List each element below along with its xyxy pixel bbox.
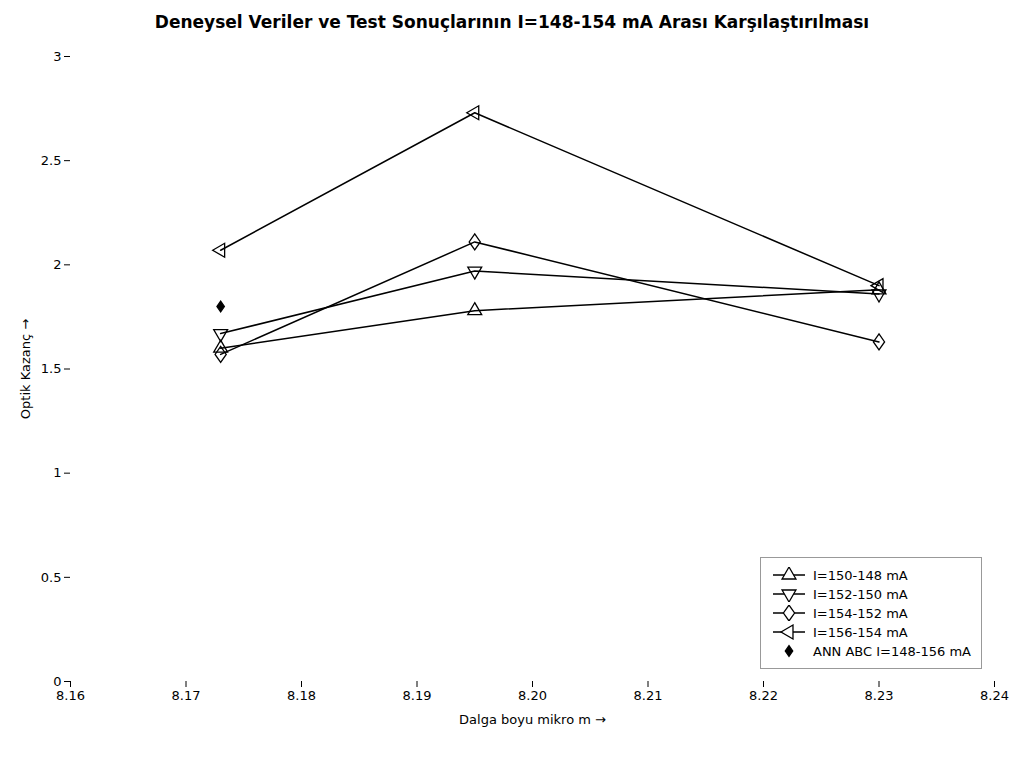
svg-text:8.23: 8.23 xyxy=(865,688,894,703)
svg-text:Dalga boyu mikro m →: Dalga boyu mikro m → xyxy=(459,712,606,727)
html-text:ANN ABC I=148-156 mA: ANN ABC I=148-156 mA xyxy=(813,643,971,659)
html-text:I=154-152 mA: I=154-152 mA xyxy=(813,605,908,621)
html-text:Deneysel Veriler ve Test Sonuç: Deneysel Veriler ve Test Sonuçlarının I=… xyxy=(154,12,870,32)
svg-text:Optik Kazanç →: Optik Kazanç → xyxy=(18,319,33,419)
html-text:I=152-150 mA: I=152-150 mA xyxy=(813,586,908,602)
svg-text:0.5: 0.5 xyxy=(41,569,62,584)
svg-text:8.18: 8.18 xyxy=(287,688,316,703)
html-text:I=150-148 mA: I=150-148 mA xyxy=(813,567,908,583)
svg-text:3: 3 xyxy=(53,49,61,64)
svg-text:8.20: 8.20 xyxy=(518,688,547,703)
svg-text:1: 1 xyxy=(53,465,61,480)
svg-text:1.5: 1.5 xyxy=(41,361,62,376)
svg-text:8.17: 8.17 xyxy=(172,688,201,703)
svg-text:8.19: 8.19 xyxy=(403,688,432,703)
svg-text:8.24: 8.24 xyxy=(980,688,1009,703)
html-text:I=156-154 mA: I=156-154 mA xyxy=(813,624,908,640)
svg-text:0: 0 xyxy=(53,674,61,689)
svg-text:8.21: 8.21 xyxy=(634,688,663,703)
svg-text:8.16: 8.16 xyxy=(56,688,85,703)
svg-text:2.5: 2.5 xyxy=(41,153,62,168)
svg-text:2: 2 xyxy=(53,257,61,272)
svg-text:8.22: 8.22 xyxy=(749,688,778,703)
